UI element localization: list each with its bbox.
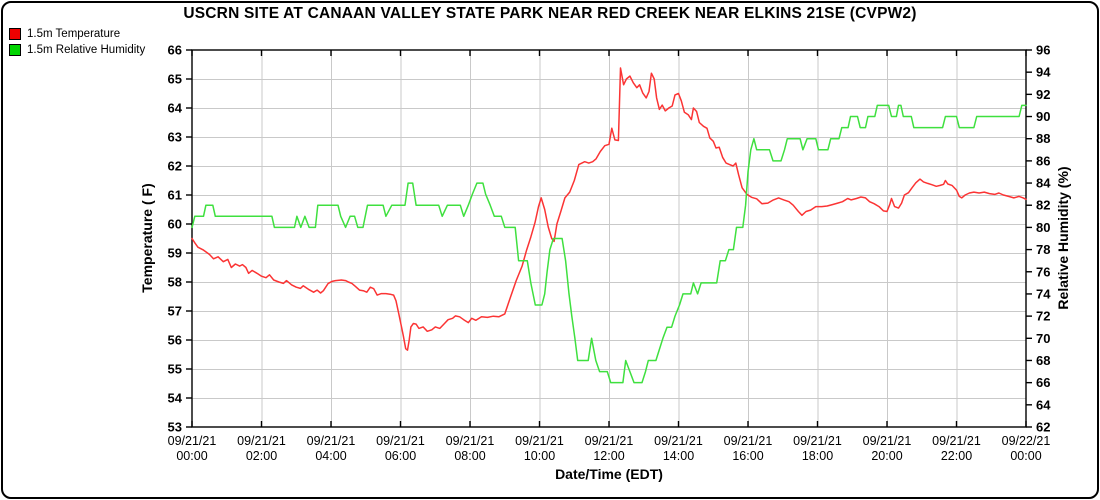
y-right-tick-label: 72 (1036, 309, 1050, 324)
y-left-tick-label: 57 (168, 304, 182, 319)
y-right-tick-label: 86 (1036, 153, 1050, 168)
y-right-tick-label: 64 (1036, 397, 1051, 412)
x-tick-label-time: 00:00 (176, 449, 207, 463)
y-right-tick-label: 74 (1036, 286, 1051, 301)
x-tick-label-time: 18:00 (802, 449, 833, 463)
x-tick-label-time: 04:00 (315, 449, 346, 463)
y-right-axis-title: Relative Humidity (%) (1055, 166, 1071, 309)
x-tick-label-date: 09/21/21 (654, 434, 703, 448)
legend-item-humidity: 1.5m Relative Humidity (9, 42, 145, 58)
x-tick-label-date: 09/21/21 (863, 434, 912, 448)
legend: 1.5m Temperature 1.5m Relative Humidity (9, 26, 145, 58)
y-right-tick-label: 80 (1036, 220, 1050, 235)
y-left-tick-label: 66 (168, 43, 182, 58)
x-tick-label-time: 10:00 (524, 449, 555, 463)
y-right-tick-label: 94 (1036, 65, 1051, 80)
x-tick-label-date: 09/21/21 (724, 434, 773, 448)
x-tick-label-date: 09/21/21 (446, 434, 495, 448)
y-left-tick-label: 53 (168, 420, 182, 435)
y-left-tick-label: 63 (168, 130, 182, 145)
y-right-tick-label: 84 (1036, 176, 1051, 191)
y-right-tick-label: 70 (1036, 331, 1050, 346)
x-tick-label-time: 06:00 (385, 449, 416, 463)
y-left-tick-label: 61 (168, 188, 182, 203)
x-tick-label-time: 12:00 (593, 449, 624, 463)
x-tick-label-date: 09/21/21 (168, 434, 217, 448)
temperature-line (191, 67, 1027, 351)
gridlines (192, 50, 1026, 427)
humidity-legend-swatch-icon (9, 44, 21, 56)
y-right-tick-label: 62 (1036, 420, 1050, 435)
x-tick-label-time: 08:00 (454, 449, 485, 463)
x-tick-label-date: 09/21/21 (515, 434, 564, 448)
legend-item-temperature: 1.5m Temperature (9, 26, 145, 42)
y-right-tick-label: 88 (1036, 131, 1050, 146)
x-tick-label-date: 09/21/21 (793, 434, 842, 448)
y-left-tick-label: 56 (168, 333, 182, 348)
humidity-line (191, 104, 1027, 384)
y-left-tick-label: 54 (168, 391, 183, 406)
legend-label-temperature: 1.5m Temperature (27, 28, 121, 40)
y-left-tick-label: 59 (168, 246, 182, 261)
legend-label-humidity: 1.5m Relative Humidity (27, 44, 146, 56)
y-left-tick-label: 64 (168, 101, 183, 116)
y-right-tick-label: 82 (1036, 198, 1050, 213)
x-tick-label-date: 09/21/21 (376, 434, 425, 448)
y-left-tick-label: 60 (168, 217, 182, 232)
x-tick-label-date: 09/22/21 (1002, 434, 1051, 448)
x-tick-label-date: 09/21/21 (585, 434, 634, 448)
x-axis-title: Date/Time (EDT) (555, 466, 663, 482)
y-right-tick-label: 78 (1036, 242, 1050, 257)
x-tick-label-time: 16:00 (732, 449, 763, 463)
y-right-tick-label: 90 (1036, 109, 1050, 124)
y-left-tick-label: 62 (168, 159, 182, 174)
x-tick-label-time: 20:00 (871, 449, 902, 463)
chart-title: USCRN SITE AT CANAAN VALLEY STATE PARK N… (183, 5, 917, 22)
y-right-tick-label: 96 (1036, 43, 1050, 58)
x-tick-label-time: 00:00 (1010, 449, 1041, 463)
y-right-tick-label: 92 (1036, 87, 1050, 102)
temperature-legend-swatch-icon (9, 28, 21, 40)
y-left-tick-label: 65 (168, 72, 182, 87)
y-left-tick-label: 55 (168, 362, 182, 377)
x-tick-label-time: 22:00 (941, 449, 972, 463)
y-left-axis-title: Temperature ( F) (139, 183, 155, 292)
x-tick-label-time: 14:00 (663, 449, 694, 463)
axis-ticks (186, 49, 1032, 428)
y-right-tick-label: 76 (1036, 264, 1050, 279)
y-right-tick-label: 66 (1036, 375, 1050, 390)
tick-labels: 53 54 55 56 57 58 59 60 61 62 63 64 65 66 62 64 66 68 70 72… (168, 43, 1052, 464)
x-tick-label-date: 09/21/21 (307, 434, 356, 448)
x-tick-label-time: 02:00 (246, 449, 277, 463)
x-tick-label-date: 09/21/21 (237, 434, 286, 448)
y-left-tick-label: 58 (168, 275, 182, 290)
y-right-tick-label: 68 (1036, 353, 1050, 368)
x-tick-label-date: 09/21/21 (932, 434, 981, 448)
